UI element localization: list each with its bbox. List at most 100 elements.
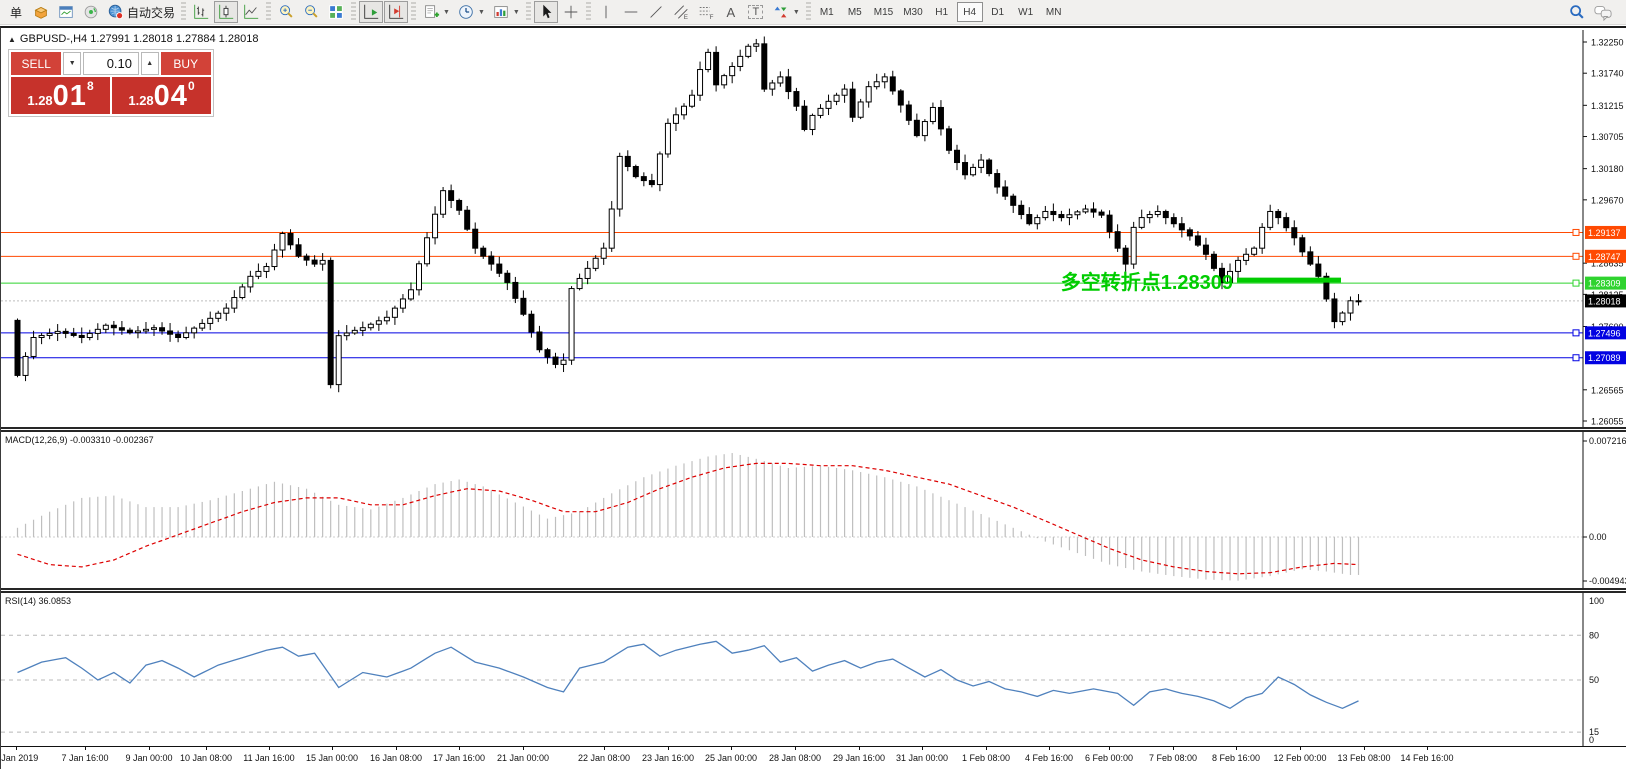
- time-tick: [922, 747, 923, 750]
- candle-down: [496, 263, 503, 274]
- candle-up: [46, 332, 53, 336]
- pane-separator[interactable]: [1, 427, 1626, 432]
- sell-price-button[interactable]: 1.28 01 8: [11, 77, 110, 114]
- timeframe-M15[interactable]: M15: [873, 6, 894, 18]
- market-watch-icon[interactable]: [29, 1, 53, 23]
- candle-up: [94, 328, 101, 334]
- zoom-out-button[interactable]: [299, 1, 323, 23]
- time-axis[interactable]: 4 Jan 2019 7 Jan 16:00 9 Jan 00:00 10 Jan 0…: [0, 746, 1626, 769]
- volume-increase-button[interactable]: ▲: [141, 52, 159, 75]
- time-label: 8 Feb 16:00: [1211, 753, 1261, 763]
- candle-up: [391, 307, 398, 318]
- timeframe-W1[interactable]: W1: [1018, 6, 1034, 18]
- timeframe-H4[interactable]: H4: [956, 2, 983, 22]
- collapse-panel-toggle[interactable]: ▲: [8, 35, 16, 44]
- vertical-line-icon: [605, 5, 607, 19]
- time-tick: [269, 747, 270, 750]
- rsi-pane[interactable]: 80 50 15 100 0: [1, 593, 1626, 746]
- autotrading-button[interactable]: 自动交易: [104, 1, 178, 23]
- timeframe-H1[interactable]: H1: [935, 6, 949, 18]
- candle-up: [680, 105, 687, 116]
- price-tick-label: 1.32250: [1591, 38, 1624, 48]
- candle-down: [1291, 227, 1298, 239]
- cursor-tool-button[interactable]: [533, 1, 558, 23]
- candle-up: [54, 330, 61, 334]
- candle-down: [1275, 210, 1282, 219]
- candle-down: [761, 43, 768, 90]
- pane-separator[interactable]: [1, 588, 1626, 593]
- candle-up: [817, 107, 824, 116]
- main-chart-pane[interactable]: 多空转折点1.28309 1.32250 1.31740 1.31215 1.30705…: [1, 30, 1626, 427]
- trade-panel-row1: SELL ▼ ▲ BUY: [11, 52, 211, 75]
- signal-icon[interactable]: [79, 1, 103, 23]
- candle-down: [1106, 214, 1113, 233]
- templates-dropdown-arrow[interactable]: ▼: [512, 8, 520, 16]
- time-label: 14 Feb 16:00: [1400, 753, 1454, 763]
- buy-button[interactable]: BUY: [160, 52, 211, 75]
- crosshair-tool-button[interactable]: [559, 1, 583, 23]
- time-label: 31 Jan 00:00: [895, 753, 949, 763]
- rsi-line: [17, 640, 1359, 710]
- volume-input[interactable]: [83, 52, 139, 75]
- macd-pane[interactable]: 0.007216 0.00 -0.004943: [1, 432, 1626, 588]
- auto-scroll-button[interactable]: [359, 1, 384, 23]
- periods-dropdown-arrow[interactable]: ▼: [477, 8, 485, 16]
- candle-down: [488, 255, 495, 265]
- timeframe-M5[interactable]: M5: [847, 6, 862, 18]
- vertical-line-tool-button[interactable]: [594, 1, 618, 23]
- arrows-dropdown-arrow[interactable]: ▼: [792, 8, 800, 16]
- zoom-in-button[interactable]: [274, 1, 298, 23]
- trendline-tool-button[interactable]: [644, 1, 668, 23]
- candle-up: [239, 286, 246, 299]
- candle-up: [1074, 211, 1081, 216]
- candle-up: [753, 43, 760, 47]
- candle-down: [552, 356, 559, 365]
- candle-up: [978, 159, 985, 168]
- timeframe-D1[interactable]: D1: [991, 6, 1005, 18]
- candle-up: [134, 330, 141, 334]
- buy-price-button[interactable]: 1.28 04 0: [112, 77, 211, 114]
- sell-button[interactable]: SELL: [11, 52, 62, 75]
- candle-down: [1018, 204, 1025, 216]
- text-label-tool-button[interactable]: T: [744, 1, 768, 23]
- hline-price-label: 1.28747: [1588, 252, 1621, 262]
- candle-up: [351, 329, 358, 334]
- chat-button[interactable]: [1590, 1, 1616, 23]
- arrows-tool-button[interactable]: ▼: [769, 1, 803, 23]
- indicators-button[interactable]: ▼: [419, 1, 453, 23]
- text-tool-button[interactable]: A: [726, 4, 736, 20]
- time-tick: [1427, 747, 1428, 750]
- annotation-text[interactable]: 多空转折点1.28309: [1061, 270, 1233, 294]
- new-chart-icon: [59, 6, 73, 18]
- periods-button[interactable]: ▼: [454, 1, 488, 23]
- candle-up: [279, 232, 286, 251]
- fibonacci-tool-button[interactable]: F: [694, 1, 718, 23]
- timeframe-M30[interactable]: M30: [903, 6, 923, 18]
- search-button[interactable]: [1565, 1, 1589, 23]
- candle-down: [1323, 275, 1330, 300]
- time-tick: [1049, 747, 1050, 750]
- channel-tool-button[interactable]: E: [669, 1, 693, 23]
- chart-shift-button[interactable]: [384, 1, 409, 23]
- horizontal-line-tool-button[interactable]: [619, 1, 643, 23]
- new-order-button[interactable]: 单: [9, 5, 22, 20]
- candle-down: [913, 119, 920, 137]
- tile-windows-button[interactable]: [324, 1, 348, 23]
- candle-down: [713, 51, 720, 86]
- bar-chart-type-button[interactable]: [189, 1, 213, 23]
- timeframe-MN[interactable]: MN: [1045, 6, 1062, 18]
- candle-down: [1050, 210, 1057, 216]
- candle-down: [624, 155, 631, 168]
- volume-decrease-button[interactable]: ▼: [63, 52, 81, 75]
- candle-up: [142, 328, 149, 332]
- candle-down: [954, 149, 961, 164]
- line-chart-type-button[interactable]: [239, 1, 263, 23]
- candlestick-chart-type-button[interactable]: [214, 1, 239, 23]
- timeframe-M1[interactable]: M1: [819, 6, 834, 18]
- candle-up: [383, 316, 390, 322]
- chart-window-icon[interactable]: [54, 1, 78, 23]
- indicators-dropdown-arrow[interactable]: ▼: [443, 8, 450, 16]
- templates-button[interactable]: ▼: [489, 1, 523, 23]
- macd-axis-label: 0.00: [1589, 532, 1607, 542]
- candle-down: [1283, 217, 1290, 229]
